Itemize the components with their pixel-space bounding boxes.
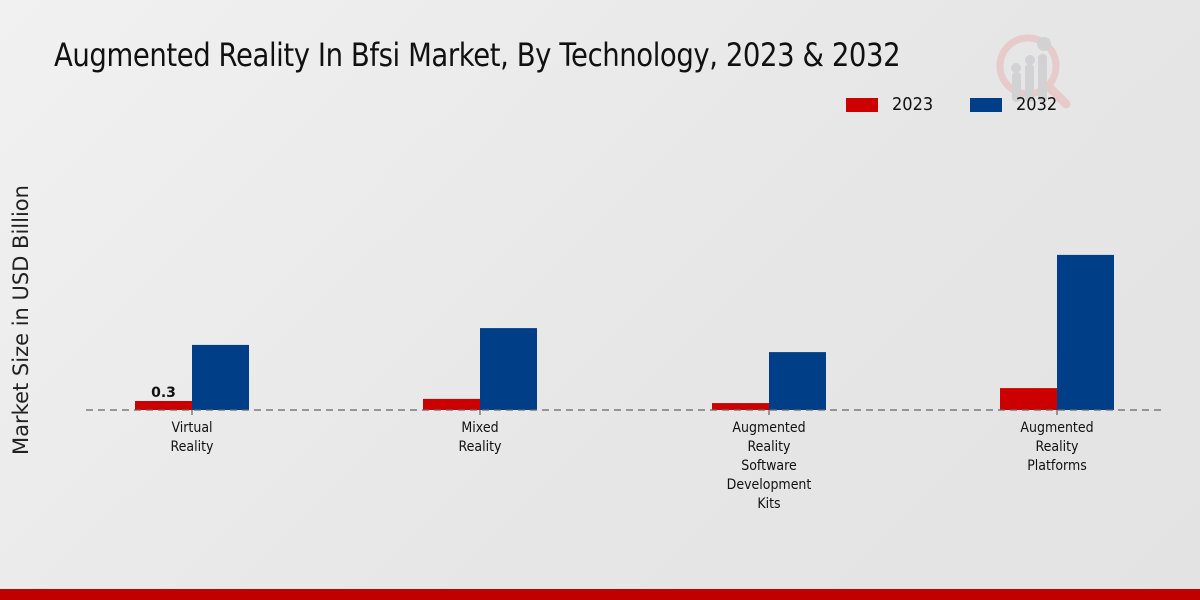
x-tick-label-line: Mixed [461, 420, 498, 436]
x-tick-label-line: Virtual [171, 420, 212, 436]
y-axis-label-container: Market Size in USD Billion [4, 160, 34, 480]
x-tick-label-1: Mixed Reality [458, 420, 501, 455]
x-ticks-group [191, 410, 1058, 415]
x-tick-label-line: Software [741, 458, 796, 474]
legend-item-2032[interactable]: 2032 [969, 94, 1062, 115]
x-tick-label-line: Platforms [1027, 458, 1087, 474]
bar-2032-1 [480, 328, 537, 410]
chart-legend: 2023 2032 [846, 94, 1094, 115]
bar-2023-3 [1000, 388, 1057, 410]
x-tick-label-0: Virtual Reality [170, 420, 213, 455]
bar-2023-0 [135, 401, 192, 410]
market-research-logo-icon [996, 34, 1071, 109]
bar-2032-0 [192, 344, 249, 410]
legend-label-2023: 2023 [892, 94, 934, 115]
legend-item-2023[interactable]: 2023 [846, 94, 938, 115]
y-axis-label: Market Size in USD Billion [9, 185, 33, 455]
legend-swatch-2032 [969, 97, 1002, 112]
x-tick-label-line: Reality [1035, 439, 1078, 455]
chart-title: Augmented Reality In Bfsi Market, By Tec… [54, 36, 901, 74]
x-tick-label-line: Reality [747, 439, 790, 455]
bar-2032-2 [769, 352, 826, 410]
bar-2023-1 [423, 398, 480, 410]
bar-2023-2 [712, 403, 769, 410]
x-tick-label-line: Reality [170, 439, 213, 455]
x-tick-label-2: Augmented Reality Software Development Kits [727, 420, 812, 512]
data-labels-group: 0.3 [151, 385, 176, 401]
x-tick-label-line: Reality [458, 439, 501, 455]
x-tick-label-3: Augmented Reality Platforms [1020, 420, 1093, 474]
legend-swatch-2023 [846, 97, 878, 112]
legend-label-2032: 2032 [1015, 94, 1058, 115]
bars-group [135, 254, 1114, 410]
footer-bar [0, 589, 1200, 600]
x-tick-labels-group: Virtual Reality Mixed Reality Augmented Reali… [170, 420, 1093, 512]
x-tick-label-line: Augmented [1020, 420, 1093, 436]
x-tick-label-line: Kits [757, 496, 780, 512]
data-label-0: 0.3 [151, 385, 176, 401]
bar-2032-3 [1057, 254, 1114, 410]
x-tick-label-line: Development [727, 477, 812, 493]
x-tick-label-line: Augmented [732, 420, 805, 436]
